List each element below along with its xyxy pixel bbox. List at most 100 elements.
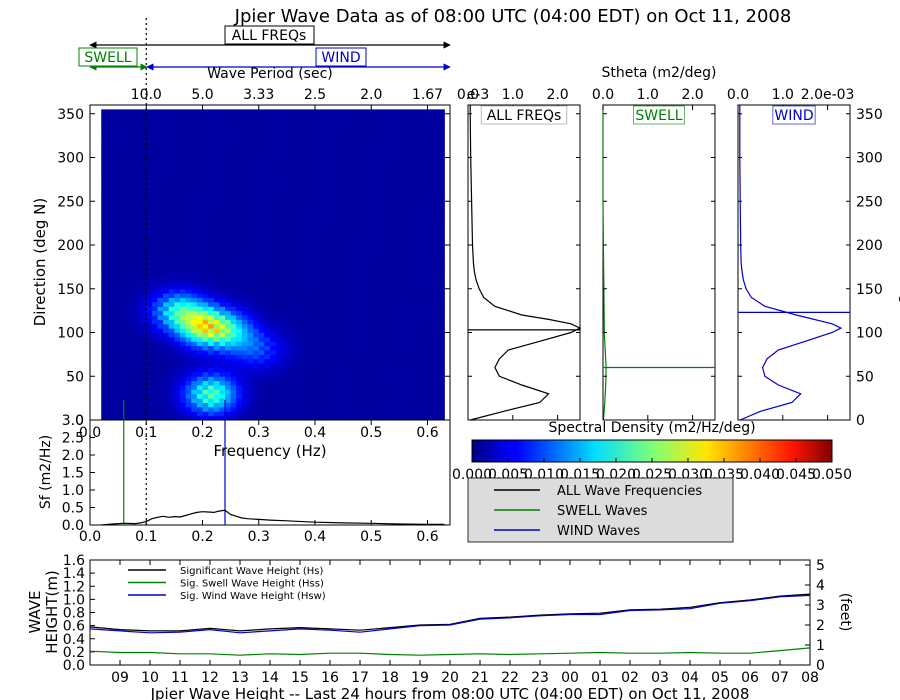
heatmap-cell <box>258 109 265 115</box>
heatmap-cell <box>320 140 327 145</box>
heatmap-cell <box>247 240 254 246</box>
heatmap-cell <box>146 166 153 172</box>
heatmap-cell <box>343 398 350 403</box>
heatmap-cell <box>360 411 367 417</box>
heatmap-cell <box>427 175 434 180</box>
heatmap-cell <box>185 310 192 316</box>
heatmap-cell <box>371 380 378 386</box>
heatmap-cell <box>106 157 113 163</box>
heatmap-cell <box>185 323 192 329</box>
heatmap-cell <box>163 148 170 154</box>
heatmap-cell <box>348 157 355 163</box>
heatmap-cell <box>275 148 282 154</box>
heatmap-cell <box>247 126 254 132</box>
heatmap-cell <box>360 109 367 115</box>
heatmap-cell <box>118 315 125 320</box>
heatmap-cell <box>112 345 119 351</box>
heatmap-cell <box>365 336 372 342</box>
heatmap-cell <box>337 122 344 128</box>
heatmap-cell <box>371 284 378 290</box>
heatmap-cell <box>337 376 344 382</box>
heatmap-cell <box>303 192 310 198</box>
heatmap-cell <box>303 148 310 154</box>
heatmap-cell <box>185 271 192 277</box>
heatmap-cell <box>168 323 175 329</box>
heatmap-cell <box>354 109 361 115</box>
heatmap-cell <box>393 266 400 272</box>
heatmap-cell <box>157 354 164 360</box>
heatmap-cell <box>365 109 372 115</box>
heatmap-cell <box>202 367 209 373</box>
heatmap-cell <box>292 341 299 347</box>
heatmap-cell <box>135 284 142 290</box>
heatmap-cell <box>382 350 389 355</box>
heatmap-cell <box>157 288 164 294</box>
heatmap-cell <box>123 227 130 233</box>
heatmap-cell <box>326 179 333 185</box>
heatmap-cell <box>230 214 237 220</box>
heatmap-cell <box>202 275 209 281</box>
heatmap-cell <box>185 253 192 259</box>
heatmap-cell <box>157 183 164 189</box>
heatmap-cell <box>286 367 293 373</box>
heatmap-cell <box>180 319 187 325</box>
heatmap-cell <box>365 367 372 373</box>
heatmap-cell <box>196 240 203 246</box>
heatmap-cell <box>421 288 428 294</box>
heatmap-cell <box>225 280 232 285</box>
heatmap-cell <box>230 262 237 268</box>
heatmap-cell <box>405 367 412 373</box>
heatmap-cell <box>118 293 125 298</box>
heatmap-cell <box>298 192 305 198</box>
heatmap-cell <box>236 350 243 355</box>
heatmap-cell <box>337 354 344 360</box>
heatmap-cell <box>106 161 113 167</box>
heatmap-cell <box>348 258 355 263</box>
heatmap-cell <box>196 271 203 277</box>
heatmap-cell <box>151 288 158 294</box>
heatmap-cell <box>309 354 316 360</box>
stheta-ytick-label: 300 <box>856 151 883 167</box>
heatmap-cell <box>337 148 344 154</box>
heatmap-cell <box>348 306 355 312</box>
heatmap-cell <box>303 236 310 242</box>
heatmap-cell <box>180 332 187 338</box>
heatmap-cell <box>112 350 119 355</box>
heatmap-cell <box>168 161 175 167</box>
heatmap-cell <box>410 293 417 298</box>
heatmap-cell <box>360 218 367 224</box>
history-xtick-label: 03 <box>651 670 669 686</box>
heatmap-cell <box>309 262 316 268</box>
heatmap-cell <box>303 363 310 368</box>
heatmap-cell <box>360 297 367 303</box>
heatmap-cell <box>433 157 440 163</box>
heatmap-cell <box>365 406 372 412</box>
heatmap-cell <box>174 148 181 154</box>
heatmap-cell <box>106 306 113 312</box>
heatmap-cell <box>258 385 265 390</box>
heatmap-cell <box>405 280 412 285</box>
stheta-label: ALL FREQs <box>487 108 562 124</box>
heatmap-cell <box>393 363 400 368</box>
heatmap-cell <box>247 310 254 316</box>
swell-label-box <box>78 47 138 67</box>
heatmap-cell <box>320 328 327 333</box>
heatmap-cell <box>146 210 153 215</box>
heatmap-cell <box>247 402 254 408</box>
heatmap-cell <box>393 358 400 364</box>
heatmap-cell <box>202 148 209 154</box>
heatmap-cell <box>157 315 164 320</box>
heatmap-cell <box>140 140 147 145</box>
heatmap-cell <box>438 223 445 228</box>
heatmap-cell <box>281 205 288 211</box>
heatmap-cell <box>129 341 136 347</box>
heatmap-cell <box>416 122 423 128</box>
heatmap-cell <box>365 223 372 228</box>
heatmap-cell <box>427 166 434 172</box>
heatmap-cell <box>438 245 445 250</box>
heatmap-cell <box>185 315 192 320</box>
heatmap-cell <box>219 402 226 408</box>
heatmap-cell <box>331 135 338 141</box>
heatmap-cell <box>438 288 445 294</box>
heatmap-cell <box>123 297 130 303</box>
